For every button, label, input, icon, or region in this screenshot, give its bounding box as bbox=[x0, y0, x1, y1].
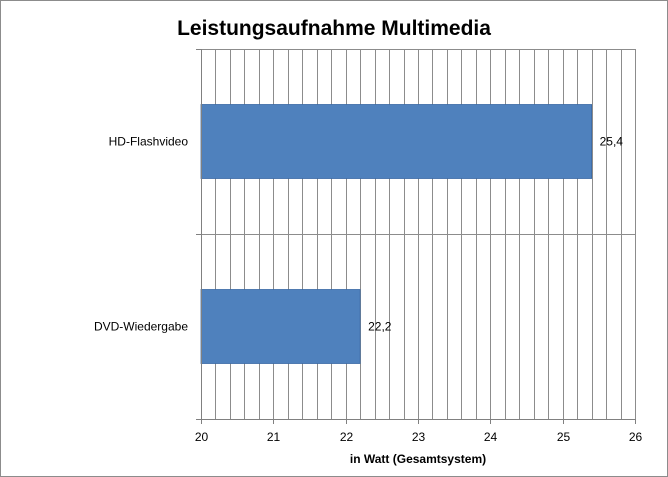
x-tick-label: 25 bbox=[557, 430, 571, 444]
bars bbox=[200, 104, 593, 364]
data-label: 25,4 bbox=[600, 135, 624, 149]
axes bbox=[196, 49, 636, 424]
x-tick-label: 26 bbox=[629, 430, 643, 444]
category-label: HD-Flashvideo bbox=[109, 135, 189, 149]
x-axis-title: in Watt (Gesamtsystem) bbox=[350, 452, 486, 466]
bar bbox=[200, 104, 593, 179]
x-tick-label: 23 bbox=[412, 430, 426, 444]
data-label: 22,2 bbox=[368, 320, 392, 334]
chart-title: Leistungsaufnahme Multimedia bbox=[177, 17, 491, 40]
x-tick-label: 20 bbox=[195, 430, 209, 444]
labels: HD-Flashvideo 25,4 DVD-Wiedergabe 22,2 20 21 2… bbox=[94, 135, 643, 445]
x-tick-label: 24 bbox=[484, 430, 498, 444]
x-tick-label: 22 bbox=[340, 430, 354, 444]
bar bbox=[200, 289, 361, 364]
category-label: DVD-Wiedergabe bbox=[94, 320, 188, 334]
x-tick-label: 21 bbox=[267, 430, 281, 444]
